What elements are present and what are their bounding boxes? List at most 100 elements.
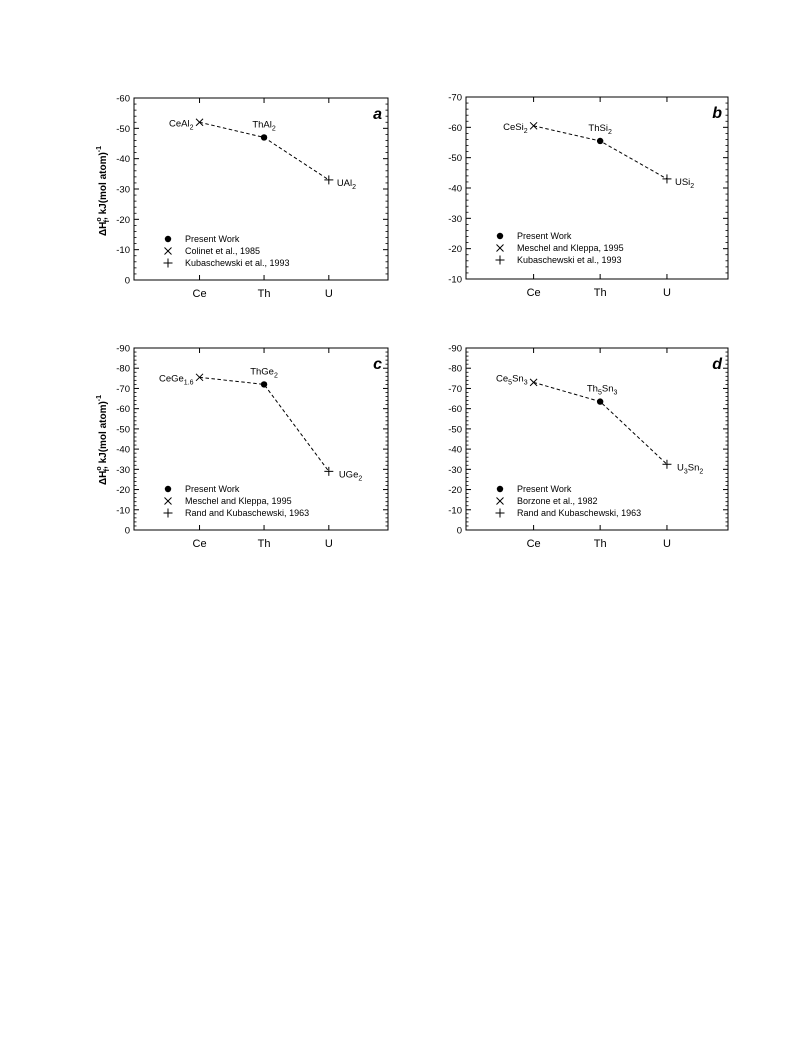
legend-entry: Borzone et al., 1982: [517, 496, 598, 506]
data-point-x-stroke-2: [529, 378, 538, 387]
y-tick-label: -30: [448, 214, 462, 225]
panel-letter: a: [373, 106, 382, 123]
legend-entry: Meschel and Kleppa, 1995: [185, 496, 292, 506]
compound-label-part: CeAl: [169, 118, 190, 129]
y-tick-label: -50: [116, 124, 130, 135]
panel-letter: c: [373, 356, 382, 373]
y-tick-label: 0: [457, 526, 462, 537]
data-point-plus: [324, 466, 334, 476]
plot-frame: [133, 347, 389, 531]
data-point-plus: [662, 459, 672, 469]
y-tick-label: -20: [116, 215, 130, 226]
compound-label: ThSi2: [588, 123, 612, 136]
compound-label-part: ThAl: [252, 119, 272, 130]
x-tick-label: U: [663, 287, 671, 299]
legend-marker-x: [164, 247, 172, 255]
compound-label: CeSi2: [503, 122, 528, 135]
y-tick-label: 0: [125, 526, 130, 537]
data-point-x-stroke-2: [529, 121, 538, 130]
plot-frame: [465, 347, 729, 531]
compound-label-part: Ce: [496, 373, 508, 384]
data-point-dot: [260, 134, 268, 141]
y-tick-label: -80: [448, 364, 462, 375]
compound-label-subscript: 3: [614, 390, 618, 397]
compound-label-subscript: 2: [608, 129, 612, 136]
x-tick-label: U: [663, 538, 671, 550]
legend-entry: Meschel and Kleppa, 1995: [517, 243, 624, 253]
x-tick-label: U: [325, 538, 333, 550]
legend-entry: Rand and Kubaschewski, 1963: [517, 508, 641, 518]
y-tick-label: -70: [116, 384, 130, 395]
compound-label: UGe2: [339, 469, 363, 482]
legend-marker-dot: [164, 485, 172, 493]
legend: Present Work Meschel and Kleppa, 1995 Rand…: [163, 484, 309, 518]
legend: Present Work Colinet et al., 1985 Kubasche…: [163, 234, 290, 268]
legend-marker-plus: [163, 258, 173, 268]
compound-label: UAl2: [337, 178, 356, 191]
compound-label: CeAl2: [169, 118, 194, 131]
y-tick-label: -70: [448, 93, 462, 104]
legend-marker-x: [496, 497, 504, 505]
legend-entry: Present Work: [185, 234, 240, 244]
legend-marker-dot: [496, 485, 504, 493]
compound-label-part: U: [677, 462, 684, 473]
dashed-trend-line: [199, 376, 330, 472]
svg-text:ΔHof, kJ(mol atom)-1: ΔHof, kJ(mol atom)-1: [96, 395, 111, 485]
legend-marker-plus: [163, 508, 173, 518]
y-tick-label: -50: [448, 153, 462, 164]
legend-marker-plus: [495, 508, 505, 518]
compound-label-subscript: 2: [690, 183, 694, 190]
svg-text:ΔHof, kJ(mol atom)-1: ΔHof, kJ(mol atom)-1: [96, 146, 111, 236]
data-point-x: [529, 378, 538, 387]
compound-label-subscript: 1.6: [184, 379, 194, 386]
compound-label-part: Sn: [688, 462, 700, 473]
compound-label-part: UAl: [337, 178, 352, 189]
legend-entry: Kubaschewski et al., 1993: [517, 255, 622, 265]
y-tick-label: -60: [448, 123, 462, 134]
y-axis-label-bottom: ΔHof, kJ(mol atom)-1: [96, 395, 111, 485]
panel-letter: b: [712, 105, 722, 122]
y-tick-label: -50: [116, 424, 130, 435]
compound-label-subscript: 2: [524, 128, 528, 135]
data-point-plus: [662, 174, 672, 184]
compound-label-subscript: 2: [352, 184, 356, 191]
y-tick-label: -20: [448, 485, 462, 496]
compound-label-part: ThSi: [588, 123, 608, 134]
legend-marker-dot: [164, 235, 172, 243]
data-point-dot: [596, 398, 604, 405]
panel-letter: d: [712, 356, 723, 373]
y-tick-label: -20: [116, 485, 130, 496]
compound-label-subscript: 5: [598, 390, 602, 397]
x-tick-label: Th: [594, 538, 607, 550]
y-tick-label: -30: [116, 185, 130, 196]
compound-label: ThAl2: [252, 119, 276, 132]
x-tick-label: Th: [258, 538, 271, 550]
y-tick-label: -10: [448, 275, 462, 286]
compound-label-part: Sn: [602, 384, 614, 395]
legend-marker-x-stroke-2: [164, 247, 172, 255]
y-tick-label: -40: [448, 184, 462, 195]
compound-label-part: CeSi: [503, 122, 524, 133]
x-tick-label: Th: [594, 287, 607, 299]
legend-marker-x: [496, 244, 504, 252]
y-tick-label: -10: [448, 505, 462, 516]
legend: Present Work Meschel and Kleppa, 1995 Kuba…: [495, 231, 624, 265]
x-tick-label: U: [325, 288, 333, 300]
y-tick-label: -80: [116, 364, 130, 375]
compound-label: U3Sn2: [677, 462, 703, 475]
legend-entry: Present Work: [517, 484, 572, 494]
y-tick-label: -90: [116, 344, 130, 355]
data-point-x: [195, 373, 204, 382]
compound-label-subscript: 2: [274, 372, 278, 379]
compound-label: CeGe1.6: [159, 373, 194, 386]
legend-entry: Present Work: [185, 484, 240, 494]
x-tick-label: Ce: [527, 538, 541, 550]
data-point-dot: [596, 137, 604, 145]
x-tick-label: Ce: [193, 538, 207, 550]
compound-label-subscript: 5: [508, 379, 512, 386]
x-tick-label: Ce: [527, 287, 541, 299]
compound-label-part: UGe: [339, 469, 359, 480]
